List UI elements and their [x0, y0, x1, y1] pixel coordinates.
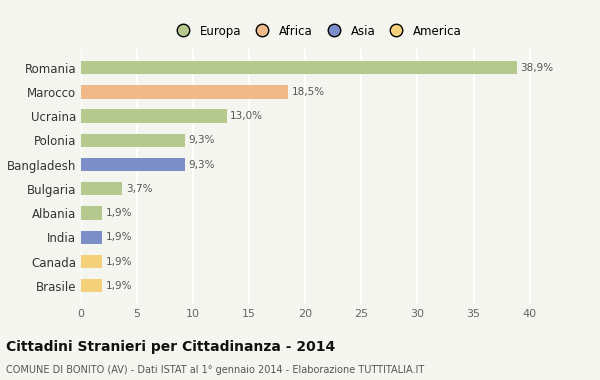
Bar [81, 109, 227, 123]
Text: 3,7%: 3,7% [126, 184, 152, 194]
Text: 9,3%: 9,3% [188, 135, 215, 145]
Legend: Europa, Africa, Asia, America: Europa, Africa, Asia, America [169, 22, 464, 40]
Bar [81, 134, 185, 147]
Bar [81, 255, 103, 268]
Text: Cittadini Stranieri per Cittadinanza - 2014: Cittadini Stranieri per Cittadinanza - 2… [6, 340, 335, 355]
Bar [81, 182, 122, 195]
Text: 9,3%: 9,3% [188, 160, 215, 169]
Text: 38,9%: 38,9% [521, 63, 554, 73]
Text: 18,5%: 18,5% [292, 87, 325, 97]
Bar [81, 158, 185, 171]
Bar [81, 206, 103, 220]
Bar [81, 231, 103, 244]
Text: 1,9%: 1,9% [106, 208, 132, 218]
Text: 1,9%: 1,9% [106, 281, 132, 291]
Bar [81, 85, 289, 98]
Text: 1,9%: 1,9% [106, 232, 132, 242]
Text: 13,0%: 13,0% [230, 111, 263, 121]
Bar [81, 279, 103, 293]
Text: 1,9%: 1,9% [106, 256, 132, 266]
Text: COMUNE DI BONITO (AV) - Dati ISTAT al 1° gennaio 2014 - Elaborazione TUTTITALIA.: COMUNE DI BONITO (AV) - Dati ISTAT al 1°… [6, 365, 424, 375]
Bar [81, 61, 517, 74]
